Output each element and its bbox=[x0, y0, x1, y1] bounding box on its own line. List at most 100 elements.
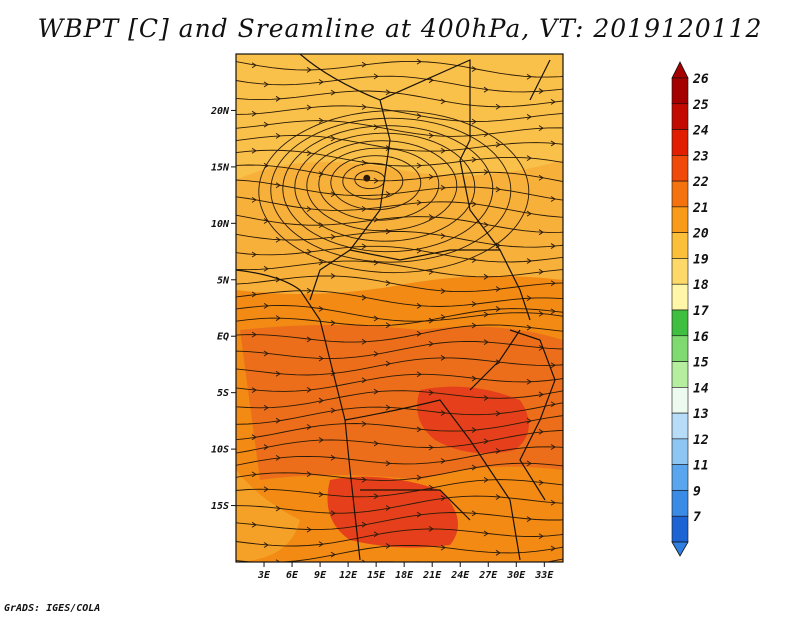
flow-arrow bbox=[251, 196, 257, 203]
flow-arrow bbox=[330, 89, 336, 96]
flow-arrow bbox=[527, 563, 531, 568]
vortex-ring bbox=[270, 117, 512, 263]
flow-arrow bbox=[526, 516, 532, 523]
flow-arrow bbox=[428, 214, 434, 220]
flow-arrow bbox=[440, 184, 446, 191]
map-plot bbox=[236, 54, 563, 581]
flow-arrow bbox=[416, 371, 422, 378]
flow-arrow bbox=[263, 404, 269, 411]
flow-arrow bbox=[307, 569, 311, 574]
streamline bbox=[236, 512, 563, 531]
flow-arrow bbox=[373, 440, 379, 447]
vortex-center bbox=[363, 174, 371, 182]
flow-arrow bbox=[440, 495, 446, 502]
streamline bbox=[236, 196, 563, 218]
lon-tick-label: 18E bbox=[395, 570, 414, 581]
streamline bbox=[236, 60, 563, 78]
flow-arrow bbox=[275, 182, 281, 189]
lat-tick-label: 5S bbox=[217, 388, 229, 399]
flow-arrow bbox=[385, 505, 391, 511]
flow-arrow bbox=[306, 150, 312, 157]
flow-arrow bbox=[275, 417, 281, 424]
flow-arrow bbox=[483, 273, 489, 280]
flow-arrow bbox=[471, 322, 477, 329]
flow-arrow bbox=[361, 338, 367, 345]
lon-tick-label: 30E bbox=[506, 570, 526, 581]
flow-arrow bbox=[330, 551, 336, 558]
streamline bbox=[236, 390, 563, 409]
lat-tick-label: 5N bbox=[217, 275, 230, 286]
flow-arrow bbox=[373, 493, 379, 500]
vortex-ring bbox=[282, 125, 494, 253]
colorbar-label: 20 bbox=[692, 227, 709, 242]
streamline bbox=[236, 305, 563, 322]
flow-arrow bbox=[263, 265, 269, 272]
flow-arrow bbox=[275, 454, 281, 461]
flow-arrow bbox=[550, 401, 556, 408]
flow-arrow bbox=[471, 375, 477, 382]
streamline bbox=[236, 120, 563, 137]
cooler-southwest-region bbox=[236, 470, 300, 562]
flow-arrow bbox=[526, 73, 532, 80]
flow-arrow bbox=[428, 341, 434, 347]
colorbar-swatch bbox=[671, 361, 689, 388]
streamline bbox=[236, 340, 563, 360]
flow-arrow bbox=[416, 330, 422, 337]
flow-arrow bbox=[385, 404, 391, 411]
flow-arrow bbox=[471, 156, 477, 163]
colorbar-label: 9 bbox=[693, 484, 701, 499]
flow-arrow bbox=[275, 95, 281, 102]
colorbar-label: 16 bbox=[693, 330, 709, 345]
colorbar-swatch bbox=[671, 335, 689, 362]
flow-arrow bbox=[330, 233, 336, 240]
flow-arrow bbox=[550, 444, 556, 450]
flow-arrow bbox=[538, 428, 544, 435]
streamline bbox=[236, 402, 563, 425]
streamline bbox=[236, 528, 563, 547]
flow-arrow bbox=[428, 389, 434, 396]
vortex-ring bbox=[294, 132, 476, 242]
streamline bbox=[236, 446, 563, 466]
flow-arrow bbox=[440, 233, 446, 239]
flow-arrow bbox=[495, 359, 501, 366]
flow-arrow bbox=[251, 471, 257, 478]
flow-arrow bbox=[306, 526, 312, 533]
lat-tick-label: EQ bbox=[217, 332, 229, 343]
colorbar-swatch bbox=[671, 232, 689, 259]
colorbar-swatch bbox=[671, 283, 689, 311]
flow-arrow bbox=[318, 491, 324, 498]
flow-arrow bbox=[361, 521, 367, 528]
hot-core-south bbox=[327, 476, 458, 548]
flow-arrow bbox=[252, 576, 256, 581]
flow-arrow bbox=[483, 395, 489, 401]
flow-arrow bbox=[538, 533, 544, 540]
flow-arrow bbox=[483, 530, 489, 537]
colorbar-label: 24 bbox=[692, 124, 709, 139]
flow-arrow bbox=[483, 86, 489, 93]
streamline bbox=[236, 357, 563, 376]
flow-arrow bbox=[275, 236, 281, 243]
flow-arrow bbox=[428, 77, 434, 84]
flow-arrow bbox=[330, 320, 336, 326]
lon-tick-label: 27E bbox=[478, 570, 498, 581]
flow-arrow bbox=[538, 268, 544, 275]
colorbar-label: 14 bbox=[693, 381, 709, 396]
streamline bbox=[236, 231, 563, 248]
colorbar-label: 11 bbox=[693, 459, 709, 474]
flow-arrow bbox=[550, 243, 556, 249]
flow-arrow bbox=[526, 210, 532, 217]
flow-arrow bbox=[440, 288, 446, 294]
flow-arrow bbox=[275, 370, 281, 377]
flow-arrow bbox=[263, 350, 269, 357]
longitude-axis: 3E 6E 9E 12E 15E 18E 21E 24E 27E 30E 33E bbox=[257, 562, 554, 581]
lat-tick-label: 15N bbox=[211, 162, 230, 173]
lon-tick-label: 21E bbox=[422, 570, 442, 581]
flow-arrow bbox=[495, 410, 501, 417]
flow-arrow bbox=[483, 169, 489, 176]
flow-arrow bbox=[306, 471, 312, 477]
flow-arrow bbox=[385, 280, 391, 286]
flow-arrow bbox=[385, 360, 391, 367]
flow-arrow bbox=[263, 542, 269, 548]
lat-tick-label: 15S bbox=[211, 501, 229, 512]
flow-arrow bbox=[361, 61, 367, 68]
